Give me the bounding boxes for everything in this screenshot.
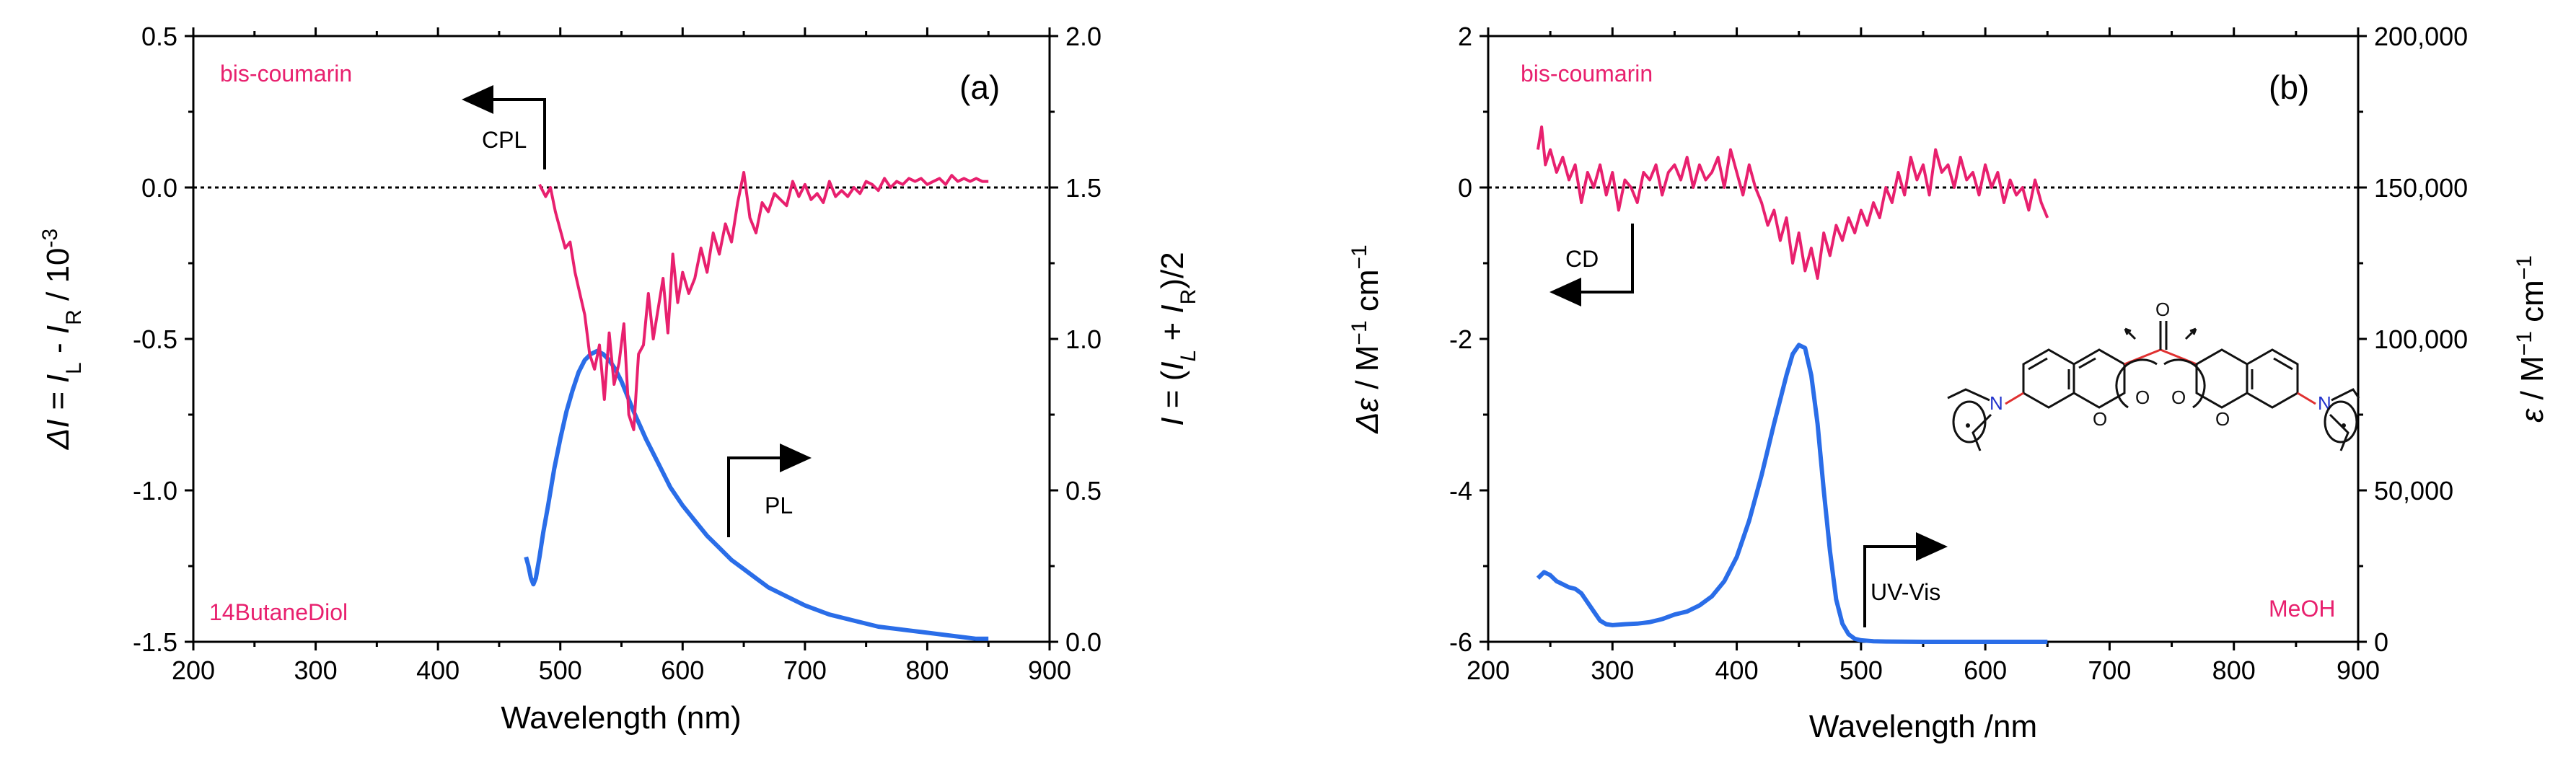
x-tick-labels-b: 200 300 400 500 600 700 800 900 bbox=[1467, 656, 2380, 685]
y-left-axis-title-b: Δε / M−1 cm−1 bbox=[1348, 244, 1386, 434]
x-tick-label: 400 bbox=[416, 656, 460, 685]
right-benzene-ring bbox=[2246, 348, 2299, 409]
cd-series-line bbox=[1536, 125, 2049, 280]
y-left-tick-label: 0.0 bbox=[141, 173, 177, 203]
panel-b: 200 300 400 500 600 700 800 900 -6 -4 -2 0 2 0 50,00… bbox=[1348, 22, 2551, 744]
y-left-tick-label: 0.5 bbox=[141, 22, 177, 51]
x-tick-label: 200 bbox=[1467, 656, 1510, 685]
y-left-tick-label: -1.0 bbox=[133, 476, 177, 506]
panel-label-b: (b) bbox=[2269, 69, 2309, 106]
cpl-series-line bbox=[538, 171, 989, 431]
sample-label-b: bis-coumarin bbox=[1521, 61, 1653, 87]
y-right-tick-label: 1.5 bbox=[1065, 173, 1102, 203]
cd-annotation: CD bbox=[1565, 246, 1599, 272]
x-tick-label: 600 bbox=[661, 656, 704, 685]
torsion-arrow-2 bbox=[2184, 327, 2197, 340]
y-right-tick-label: 50,000 bbox=[2374, 476, 2453, 506]
y-left-tick-label: 2 bbox=[1458, 22, 1472, 51]
x-tick-label: 400 bbox=[1715, 656, 1759, 685]
cd-arrow: CD bbox=[1549, 224, 1634, 306]
x-tick-label: 900 bbox=[2337, 656, 2380, 685]
left-amine-nitrogen: N bbox=[1990, 392, 2003, 414]
rotation-arc-1 bbox=[2115, 358, 2158, 409]
uv-vis-series-line bbox=[1536, 343, 2048, 644]
y-left-tick-label: 0 bbox=[1458, 173, 1472, 203]
cpl-annotation: CPL bbox=[482, 127, 527, 153]
x-tick-label: 600 bbox=[1964, 656, 2007, 685]
sample-label-a: bis-coumarin bbox=[220, 61, 352, 87]
y-left-axis-title-a: ΔI = IL - IR / 10-3 bbox=[38, 229, 86, 450]
uv-vis-annotation: UV-Vis bbox=[1871, 579, 1940, 605]
y-right-tick-label: 2.0 bbox=[1065, 22, 1102, 51]
y-right-tick-label: 0.5 bbox=[1065, 476, 1102, 506]
y-right-tick-label: 200,000 bbox=[2374, 22, 2468, 51]
left-lone-pair-dot bbox=[1966, 423, 1970, 428]
y-right-tick-label: 100,000 bbox=[2374, 325, 2468, 354]
ticks-a bbox=[185, 27, 1058, 650]
x-tick-label: 300 bbox=[294, 656, 338, 685]
y-right-tick-label: 0 bbox=[2374, 627, 2388, 657]
left-pyrone-ring bbox=[2072, 348, 2126, 409]
ketone-oxygen: O bbox=[2155, 299, 2170, 320]
right-carbonyl-oxygen: O bbox=[2171, 387, 2186, 408]
pl-arrow: PL bbox=[727, 443, 812, 537]
right-amine-nitrogen: N bbox=[2318, 392, 2331, 414]
x-tick-labels-a: 200 300 400 500 600 700 800 900 bbox=[172, 656, 1071, 685]
pl-series-line bbox=[524, 348, 989, 641]
right-lone-pair-dot bbox=[2342, 423, 2346, 428]
uv-vis-arrow: UV-Vis bbox=[1863, 532, 1948, 627]
x-tick-label: 800 bbox=[905, 656, 949, 685]
right-ethyl-1 bbox=[2331, 388, 2360, 402]
panel-label-a: (a) bbox=[959, 69, 1000, 106]
x-tick-label: 500 bbox=[1839, 656, 1883, 685]
y-left-tick-label: -6 bbox=[1449, 627, 1472, 657]
x-axis-title-a: Wavelength (nm) bbox=[501, 700, 741, 736]
y-right-tick-label: 0.0 bbox=[1065, 627, 1102, 657]
y-right-tick-labels-a: 0.0 0.5 1.0 1.5 2.0 bbox=[1065, 22, 1102, 657]
rotation-arc-2 bbox=[2163, 358, 2206, 409]
x-tick-label: 800 bbox=[2212, 656, 2256, 685]
y-left-tick-label: -0.5 bbox=[133, 325, 177, 354]
pl-annotation: PL bbox=[765, 493, 793, 518]
x-tick-label: 300 bbox=[1591, 656, 1634, 685]
left-ring-oxygen: O bbox=[2093, 408, 2107, 430]
y-left-tick-labels-b: -6 -4 -2 0 2 bbox=[1449, 22, 1472, 657]
x-tick-label: 700 bbox=[783, 656, 827, 685]
y-right-tick-label: 1.0 bbox=[1065, 325, 1102, 354]
y-right-axis-title-b: ε / M−1 cm−1 bbox=[2513, 255, 2551, 423]
x-tick-label: 500 bbox=[539, 656, 582, 685]
y-right-tick-labels-b: 0 50,000 100,000 150,000 200,000 bbox=[2374, 22, 2468, 657]
left-lone-pair bbox=[1952, 400, 1987, 443]
x-tick-label: 700 bbox=[2088, 656, 2131, 685]
solvent-label-b: MeOH bbox=[2269, 596, 2335, 622]
left-carbonyl-oxygen: O bbox=[2135, 387, 2150, 408]
y-left-tick-label: -2 bbox=[1449, 325, 1472, 354]
y-left-tick-labels-a: -1.5 -1.0 -0.5 0.0 0.5 bbox=[133, 22, 177, 657]
y-left-tick-label: -4 bbox=[1449, 476, 1472, 506]
panel-a: 200 300 400 500 600 700 800 900 -1.5 -1.0 -0.5 0.0… bbox=[38, 22, 1200, 736]
x-axis-title-b: Wavelength /nm bbox=[1809, 709, 2037, 744]
right-ethyl-2 bbox=[2329, 413, 2349, 451]
y-left-tick-label: -1.5 bbox=[133, 627, 177, 657]
torsion-arrow-1 bbox=[2124, 327, 2137, 340]
right-lone-pair bbox=[2324, 400, 2358, 443]
left-ethyl-1 bbox=[1947, 388, 1990, 402]
x-tick-label: 200 bbox=[172, 656, 215, 685]
cpl-arrow: CPL bbox=[462, 85, 546, 169]
solvent-label-a: 14ButaneDiol bbox=[209, 599, 348, 625]
molecule-structure: O O O O O N bbox=[1947, 299, 2360, 451]
right-ring-oxygen: O bbox=[2215, 408, 2230, 430]
x-tick-label: 900 bbox=[1028, 656, 1071, 685]
left-benzene-ring bbox=[2022, 348, 2075, 409]
y-right-tick-label: 150,000 bbox=[2374, 173, 2468, 203]
y-right-axis-title-a: I = (IL + IR)/2 bbox=[1155, 252, 1200, 425]
